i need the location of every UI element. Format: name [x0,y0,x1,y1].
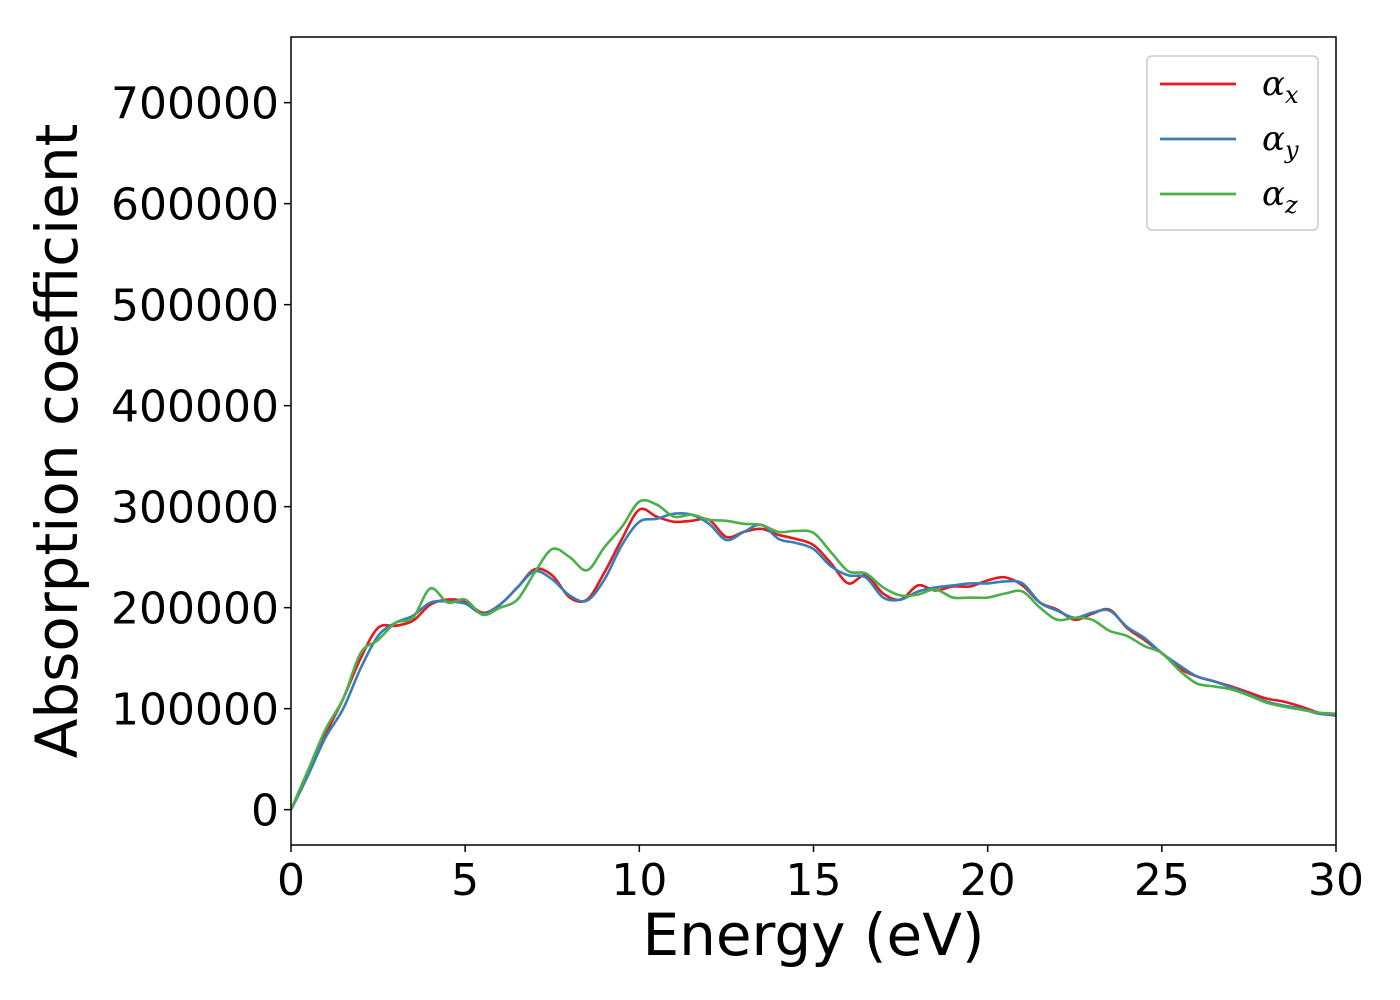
x-tick-label: 15 [786,855,842,906]
x-axis-title: Energy (eV) [642,901,984,969]
y-tick-label: 100000 [111,685,279,736]
y-axis-title: Absorption coefficient [23,124,91,759]
series-line-y [291,512,1336,811]
x-tick-label: 20 [960,855,1016,906]
series-line-z [291,498,1336,811]
x-tick-label: 5 [451,855,479,906]
y-tick-label: 600000 [111,180,279,231]
x-tick-label: 30 [1308,855,1364,906]
legend-box [1146,55,1319,231]
x-tick-label: 25 [1134,855,1190,906]
y-axis: 0 100000 200000 300000 400000 500000 600000 700… [111,79,291,837]
y-tick-label: 500000 [111,281,279,332]
y-tick-label: 400000 [111,382,279,433]
series-layer [291,498,1336,811]
y-tick-label: 700000 [111,79,279,130]
y-tick-label: 200000 [111,584,279,635]
x-tick-label: 0 [277,855,305,906]
x-axis: 0 5 10 15 20 25 30 [277,845,1364,906]
series-line-x [291,507,1336,811]
y-tick-label: 0 [251,786,279,837]
x-tick-label: 10 [611,855,667,906]
y-tick-label: 300000 [111,483,279,534]
